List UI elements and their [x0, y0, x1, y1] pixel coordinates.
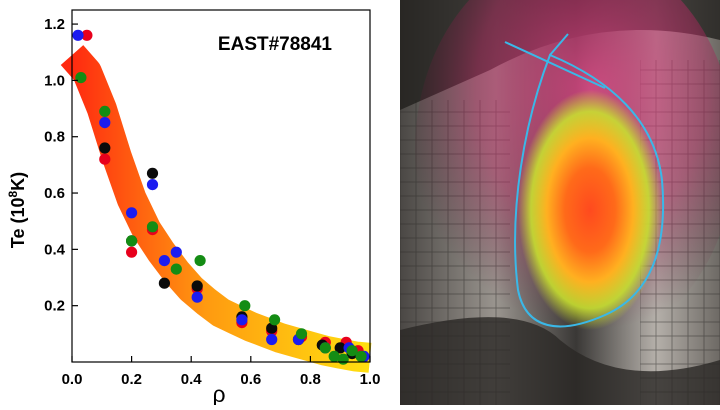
y-tick-label: 0.6 — [44, 185, 65, 202]
data-point-series-3 — [170, 246, 182, 258]
separatrix-leg-right — [549, 33, 569, 56]
axis-ticks: 0.0 0.2 0.4 0.6 0.8 1.0 0.2 0.4 0.6 0.8 1.0 1.2 — [44, 16, 380, 388]
y-tick-label: 0.4 — [44, 241, 66, 258]
plasma-camera-image — [400, 0, 720, 405]
data-point-series-4 — [194, 255, 206, 267]
x-tick-label: 0.0 — [62, 371, 83, 388]
x-tick-label: 0.4 — [181, 371, 203, 388]
separatrix-leg-left — [504, 41, 606, 89]
data-point-series-3 — [126, 207, 138, 219]
data-point-series-4 — [126, 235, 138, 247]
data-point-series-4 — [319, 342, 331, 354]
data-point-series-4 — [75, 72, 87, 84]
plasma-boundary-contour — [514, 53, 665, 328]
y-tick-label: 0.2 — [44, 298, 65, 315]
y-axis-label: Te (108K) — [6, 172, 28, 248]
data-point-series-3 — [146, 179, 159, 191]
data-point-series-1 — [126, 246, 138, 258]
data-point-series-3 — [158, 255, 170, 267]
data-point-series-4 — [295, 328, 308, 340]
data-point-series-3 — [99, 117, 111, 129]
data-point-series-3 — [191, 291, 203, 303]
data-point-series-2 — [334, 342, 346, 354]
data-point-series-4 — [337, 353, 349, 365]
fit-band-curve — [60, 45, 372, 373]
y-axis-label-main: Te (10 — [8, 198, 28, 249]
data-points — [72, 29, 370, 365]
x-tick-label: 0.6 — [240, 371, 261, 388]
data-point-series-3 — [266, 333, 278, 346]
chart-title: EAST#78841 — [218, 34, 333, 55]
te-profile-chart: 0.0 0.2 0.4 0.6 0.8 1.0 0.2 0.4 0.6 0.8 1.0 1.2 EAS… — [6, 9, 380, 407]
data-point-series-2 — [99, 142, 111, 154]
chart-svg: 0.0 0.2 0.4 0.6 0.8 1.0 0.2 0.4 0.6 0.8 1.0 1.2 EAS… — [6, 9, 380, 407]
data-point-series-3 — [236, 314, 248, 326]
plot-frame — [71, 9, 371, 363]
data-point-series-4 — [269, 314, 281, 326]
data-point-series-4 — [355, 350, 367, 362]
y-tick-label: 0.8 — [44, 129, 65, 146]
x-axis-label: ρ — [212, 381, 225, 405]
x-tick-label: 1.0 — [360, 371, 381, 388]
y-axis-label-unit: K) — [8, 172, 28, 191]
plasma-emission — [518, 90, 662, 330]
data-point-series-4 — [239, 300, 251, 312]
data-point-series-4 — [170, 263, 182, 275]
data-point-series-1 — [99, 153, 111, 165]
data-point-series-2 — [266, 322, 278, 334]
data-point-series-2 — [158, 277, 170, 289]
data-point-series-3 — [72, 29, 84, 41]
data-point-series-4 — [146, 221, 159, 233]
vessel-bottom-dark — [400, 317, 720, 405]
y-axis-label-exp: 8 — [6, 191, 20, 198]
photo-svg — [400, 0, 720, 405]
x-tick-label: 0.8 — [300, 371, 321, 388]
data-point-series-4 — [346, 345, 358, 357]
data-point-series-2 — [191, 280, 203, 292]
y-tick-label: 1.0 — [44, 72, 65, 89]
x-tick-label: 0.2 — [121, 371, 142, 388]
fit-band — [60, 45, 372, 373]
data-point-series-2 — [146, 167, 159, 179]
data-point-series-4 — [328, 350, 340, 362]
data-point-series-4 — [99, 105, 111, 117]
data-point-series-1 — [81, 29, 93, 41]
y-tick-label: 1.2 — [44, 16, 65, 33]
